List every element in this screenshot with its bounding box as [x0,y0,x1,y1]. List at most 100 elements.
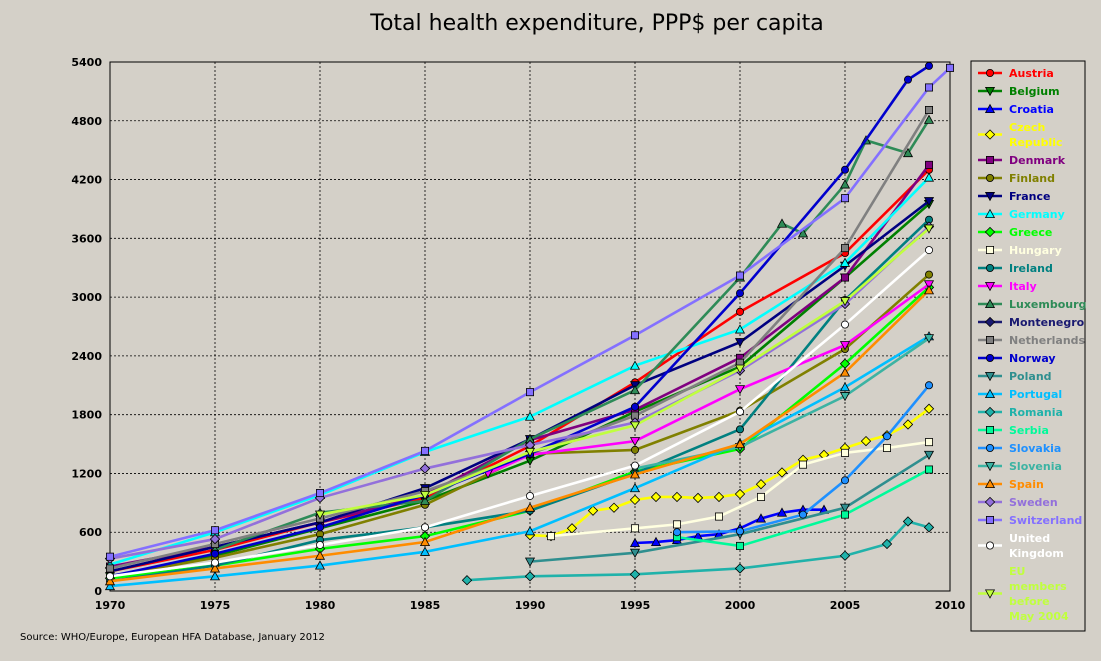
data-point [315,523,324,532]
data-point [776,467,788,478]
data-point [881,538,893,550]
legend-marker [984,226,996,238]
data-point [629,469,641,479]
data-point [736,271,745,280]
data-point [755,479,767,490]
data-point [734,364,746,374]
data-point [210,549,219,558]
y-tick-label: 1800 [71,409,102,422]
legend-label: Montenegro [1009,316,1085,329]
y-tick-label: 3000 [71,291,102,304]
data-point [925,61,934,70]
legend-marker [986,245,995,254]
data-point [314,560,326,570]
data-point [671,491,683,503]
data-point [736,425,745,434]
x-tick-label: 1975 [200,599,231,612]
legend-label: France [1009,190,1050,203]
data-point [734,324,746,334]
data-point [104,580,116,591]
series-layer [104,61,955,591]
data-point [629,437,641,447]
data-point [315,489,324,498]
data-point [673,520,682,529]
legend-marker [986,69,995,78]
legend-marker [984,191,996,202]
x-tick-label: 2000 [725,599,756,612]
data-point [524,411,536,421]
legend-marker [986,353,995,362]
legend-item: Greece [978,226,1052,239]
legend-label: members [1009,580,1067,593]
y-tick-label: 4800 [71,115,102,128]
x-tick-label: 1990 [515,599,546,612]
legend-label: before [1009,595,1050,608]
data-point [883,443,892,452]
legend-item: EU members before May 2004 [978,565,1069,623]
legend-marker [984,208,996,219]
legend-item: Spain [978,478,1044,491]
data-point [923,224,935,234]
legend-label: Hungary [1009,244,1062,257]
data-point [734,385,746,395]
legend-item: Czech Republic [978,121,1063,149]
data-point [420,523,429,532]
data-point [420,446,429,455]
y-tick-label: 0 [94,585,102,598]
data-point [923,280,935,290]
data-point [860,435,872,447]
series-line [109,66,951,558]
data-point [883,432,892,441]
legend-item: Poland [978,370,1052,383]
data-point [736,289,745,298]
legend-item: Netherlands [978,334,1086,347]
series-line [466,519,930,582]
data-point [839,179,851,189]
legend-item: Sweden [978,496,1058,509]
data-point [923,334,935,344]
legend-item: Italy [978,280,1037,293]
data-point [524,447,536,458]
data-point [629,494,641,506]
legend-label: Belgium [1009,85,1060,98]
data-point [104,575,116,586]
series-serbia [673,465,934,550]
data-point [524,502,536,512]
data-point [524,571,536,582]
data-point [923,522,935,533]
data-point [776,218,788,228]
x-tick-label: 1985 [410,599,441,612]
data-point [629,548,641,559]
data-point [315,540,324,549]
legend-item: Hungary [978,244,1062,257]
data-point [925,270,934,279]
legend-marker [984,281,996,292]
legend-marker [984,589,996,599]
data-point [841,165,850,174]
data-point [755,513,767,523]
data-point [841,320,850,329]
data-point [902,516,914,527]
legend-label: Luxembourg [1009,298,1086,311]
legend-marker [984,129,996,140]
legend-marker [984,461,996,472]
data-point [925,246,934,255]
legend-label: Switzerland [1009,514,1082,527]
legend-label: Italy [1009,280,1037,293]
y-tick-label: 4200 [71,174,102,187]
data-point [946,63,955,72]
legend-item: Belgium [978,85,1060,98]
y-tick-label: 5400 [71,56,102,69]
legend-item: Portugal [978,388,1062,401]
legend-label: Spain [1009,478,1044,491]
legend-item: Norway [978,352,1056,365]
data-point [736,541,745,550]
data-point [925,438,934,447]
data-point [923,197,935,207]
legend-marker [984,87,996,97]
legend-marker [984,496,996,508]
data-point [524,526,536,536]
data-point [736,307,745,316]
data-point [629,537,641,547]
